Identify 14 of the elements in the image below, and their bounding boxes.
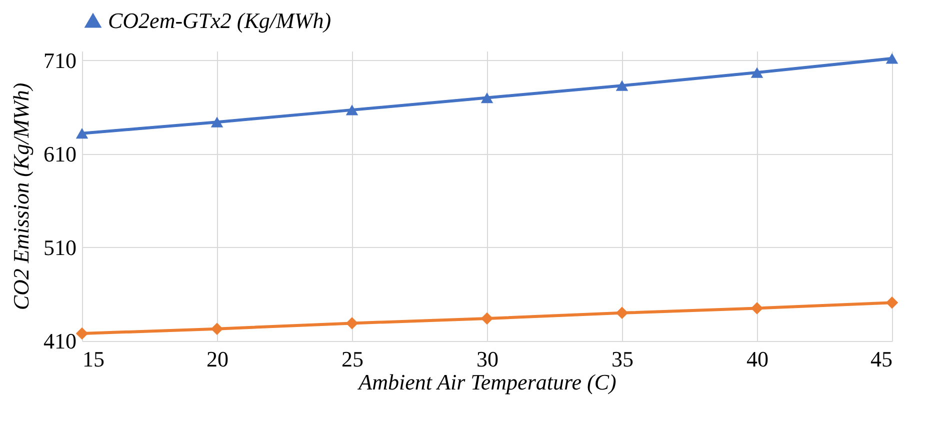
x-tick-label: 15 (82, 346, 104, 372)
x-tick-label: 30 (476, 346, 498, 372)
x-tick-label: 40 (746, 346, 768, 372)
x-tick-label: 35 (612, 346, 634, 372)
legend-label: CO2em-GTx2 (Kg/MWh) (108, 8, 332, 33)
y-tick-label: 710 (44, 48, 76, 73)
x-tick-label: 25 (342, 346, 364, 372)
x-tick-label: 20 (206, 346, 228, 372)
y-tick-label: 610 (44, 141, 76, 166)
x-tick-label: 45 (870, 346, 892, 372)
y-axis-title: CO2 Emission (Kg/MWh) (8, 82, 34, 310)
y-tick-label: 510 (44, 234, 76, 260)
x-axis-title: Ambient Air Temperature (C) (356, 370, 616, 394)
y-tick-label: 410 (44, 328, 76, 354)
